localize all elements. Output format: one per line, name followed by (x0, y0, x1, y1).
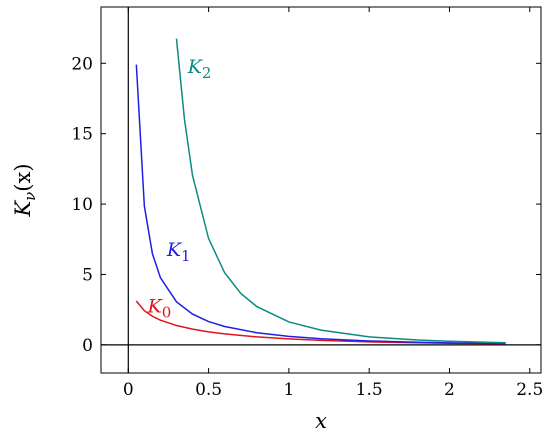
x-tick-label: 1.5 (356, 380, 383, 400)
y-tick-label: 15 (71, 125, 93, 145)
series-line-k2 (175, 38, 506, 344)
x-tick-label: 0.5 (195, 380, 222, 400)
series-line-k0 (135, 300, 506, 345)
axis-ticks: 0 0.5 1 1.5 2 2.5 0 5 10 15 20 (71, 7, 543, 400)
series-label-k2: K2 (187, 56, 212, 82)
series-line-k1 (135, 64, 506, 345)
x-tick-label: 2.5 (516, 380, 543, 400)
y-axis-title-argument: (x) (11, 163, 35, 191)
series-label-k1: K1 (166, 239, 191, 265)
y-axis-title-main: K (11, 200, 35, 218)
y-axis-title: Kν(x) (11, 163, 39, 217)
y-tick-label: 10 (71, 195, 93, 215)
y-tick-label: 20 (71, 54, 93, 74)
x-tick-label: 1 (283, 380, 294, 400)
series-labels: K2 K1 K0 (147, 56, 212, 321)
y-axis-title-subscript: ν (21, 192, 39, 201)
x-tick-label: 0 (123, 380, 134, 400)
y-tick-label: 0 (82, 336, 93, 356)
x-axis-title: x (315, 409, 327, 433)
plot-frame (100, 6, 542, 374)
x-tick-label: 2 (444, 380, 455, 400)
series-label-k0: K0 (147, 295, 172, 321)
y-tick-label: 5 (82, 265, 93, 285)
series-lines (135, 38, 506, 345)
